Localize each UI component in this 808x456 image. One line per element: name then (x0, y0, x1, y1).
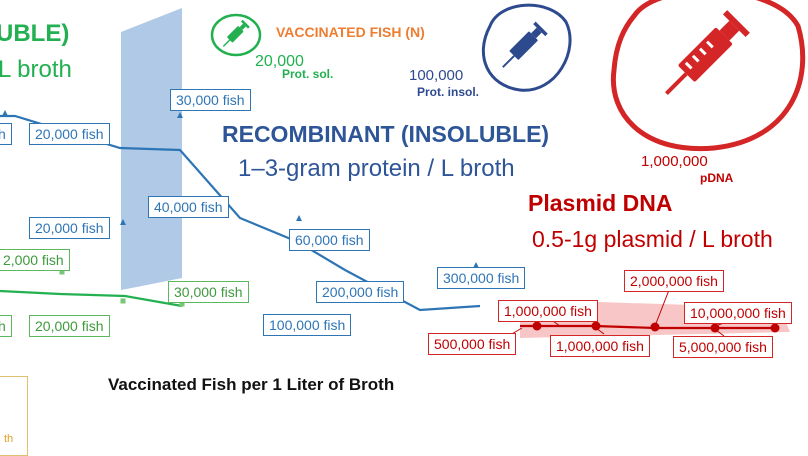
syringe-icon-red (610, 0, 806, 152)
legend-value-sol: 20,000 (255, 53, 304, 70)
legend-title-text: VACCINATED FISH (276, 24, 402, 40)
data-label: 5,000,000 fish (673, 336, 773, 358)
legend-name-sol: Prot. sol. (282, 67, 334, 81)
plasmid-subtitle: 0.5-1g plasmid / L broth (532, 226, 773, 252)
data-label: 1,000,000 fish (550, 335, 650, 357)
syringe-icon-green (210, 13, 262, 57)
data-label: 40,000 fish (148, 196, 229, 218)
data-label: 60,000 fish (289, 229, 370, 251)
data-label: 500,000 fish (428, 333, 517, 355)
series-line-soluble (0, 289, 183, 308)
point-marker (532, 321, 542, 331)
point-marker (710, 323, 720, 333)
point-marker (296, 215, 302, 221)
data-label: 100,000 fish (263, 314, 352, 336)
data-label: h (0, 315, 12, 337)
point-marker (59, 269, 65, 275)
data-label: 200,000 fish (316, 281, 405, 303)
data-label: h (0, 123, 12, 145)
legend-name-insol: Prot. insol. (417, 85, 480, 99)
legend-value-insol: 100,000 (409, 67, 464, 84)
data-label: 2,000,000 fish (624, 270, 724, 292)
legend-name-pdna: pDNA (700, 171, 734, 185)
soluble-subtitle: L broth (0, 56, 72, 83)
data-label: 20,000 fish (29, 217, 110, 239)
point-marker (650, 322, 660, 332)
point-marker (120, 219, 126, 225)
inset-panel: th (0, 376, 28, 456)
soluble-title: UBLE) (0, 20, 70, 47)
recombinant-title: RECOMBINANT (INSOLUBLE) (222, 121, 550, 147)
data-label: 30,000 fish (168, 281, 249, 303)
inset-text: th (4, 433, 14, 445)
data-label: 20,000 fish (29, 123, 110, 145)
point-marker (177, 112, 183, 118)
point-marker (120, 298, 126, 304)
point-marker (591, 321, 601, 331)
data-label: 2,000 fish (0, 249, 70, 271)
legend-value-pdna: 1,000,000 (641, 153, 708, 170)
leader-line (654, 289, 670, 327)
data-label: 30,000 fish (170, 89, 251, 111)
point-marker (770, 323, 780, 333)
data-label: 300,000 fish (437, 267, 526, 289)
legend-title-suffix: (N) (405, 24, 425, 40)
point-marker (2, 110, 8, 116)
data-label: 1,000,000 fish (498, 300, 598, 322)
plasmid-title: Plasmid DNA (528, 190, 673, 216)
data-label: 10,000,000 fish (684, 302, 792, 324)
recombinant-subtitle: 1–3-gram protein / L broth (238, 155, 515, 182)
x-axis-label: Vaccinated Fish per 1 Liter of Broth (108, 375, 395, 394)
legend-title: VACCINATED FISH (N) (276, 25, 425, 39)
point-marker (179, 301, 185, 307)
data-label: 20,000 fish (29, 315, 110, 337)
point-marker (473, 262, 479, 268)
syringe-icon-blue (481, 3, 572, 92)
